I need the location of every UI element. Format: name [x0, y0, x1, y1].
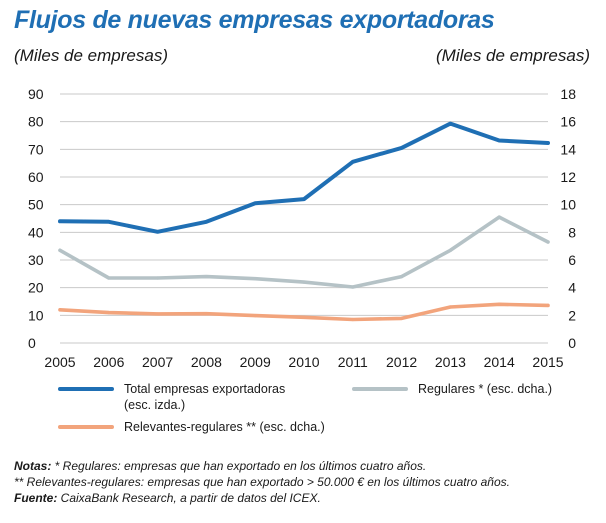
legend-swatch-regulares [352, 387, 408, 391]
data-point-relevantes [204, 312, 208, 316]
x-tick-label: 2010 [288, 354, 319, 370]
series-lines [58, 121, 550, 322]
right-tick-label: 0 [568, 335, 576, 351]
right-tick-label: 2 [568, 307, 576, 323]
x-tick-label: 2012 [386, 354, 417, 370]
right-tick-label: 16 [560, 114, 576, 130]
data-point-regulares [107, 276, 111, 280]
data-point-relevantes [156, 312, 160, 316]
legend-swatch-relevantes [58, 425, 114, 429]
data-point-total [156, 230, 160, 234]
line-chart: 0 10 20 30 40 50 60 70 80 90 0 2 4 6 8 10 12 14 16 18 2005… [28, 86, 576, 370]
data-point-total [253, 201, 257, 205]
data-point-regulares [400, 275, 404, 279]
right-tick-label: 14 [560, 141, 576, 157]
x-tick-label: 2015 [532, 354, 563, 370]
x-tick-label: 2005 [44, 354, 75, 370]
left-tick-label: 90 [28, 86, 44, 102]
data-point-total [302, 197, 306, 201]
left-tick-label: 60 [28, 169, 44, 185]
data-point-regulares [351, 285, 355, 289]
data-point-total [351, 160, 355, 164]
x-tick-label: 2013 [435, 354, 466, 370]
data-point-total [497, 138, 501, 143]
gridlines [60, 93, 548, 344]
left-tick-label: 40 [28, 224, 44, 240]
right-tick-label: 8 [568, 224, 576, 240]
data-point-relevantes [448, 305, 452, 309]
legend-label-total: Total empresas exportadoras (esc. izda.) [124, 382, 286, 412]
data-point-relevantes [351, 317, 355, 322]
legend-item-relevantes: Relevantes-regulares ** (esc. dcha.) [58, 419, 325, 435]
data-point-regulares [302, 280, 306, 284]
left-tick-label: 50 [28, 197, 44, 213]
chart-title: Flujos de nuevas empresas exportadoras [14, 6, 495, 34]
note-relevantes: ** Relevantes-regulares: empresas que ha… [14, 475, 510, 489]
source-label: Fuente: [14, 491, 58, 505]
x-tick-label: 2007 [142, 354, 173, 370]
left-tick-label: 0 [28, 335, 36, 351]
x-tick-label: 2014 [484, 354, 515, 370]
x-tick-label: 2006 [93, 354, 124, 370]
x-tick-label: 2011 [338, 354, 368, 370]
legend-item-regulares: Regulares * (esc. dcha.) [352, 381, 552, 397]
left-tick-label: 80 [28, 114, 44, 130]
data-point-regulares [58, 248, 62, 252]
data-point-relevantes [497, 302, 501, 306]
data-point-total [400, 146, 404, 150]
legend-label-relevantes: Relevantes-regulares ** (esc. dcha.) [124, 420, 325, 434]
legend-item-total: Total empresas exportadoras (esc. izda.) [58, 381, 285, 413]
data-point-total [107, 220, 111, 224]
series-line-total [58, 121, 550, 234]
source-line: Fuente: CaixaBank Research, a partir de … [14, 490, 598, 506]
right-tick-label: 4 [568, 280, 576, 296]
x-axis: 2005 2006 2007 2008 2009 2010 2011 2012 2013 2014… [44, 354, 563, 370]
data-point-relevantes [253, 314, 257, 318]
right-y-axis: 0 2 4 6 8 10 12 14 16 18 [560, 86, 576, 351]
right-tick-label: 10 [560, 197, 576, 213]
data-point-relevantes [546, 303, 550, 307]
left-tick-label: 10 [28, 307, 44, 323]
note-regulares-text: * Regulares: empresas que han exportado … [51, 459, 427, 473]
right-tick-label: 18 [560, 86, 576, 102]
left-tick-label: 20 [28, 280, 44, 296]
notes-block: Notas: * Regulares: empresas que han exp… [14, 458, 598, 506]
data-point-relevantes [58, 308, 62, 312]
data-point-regulares [546, 240, 550, 244]
left-axis-unit: (Miles de empresas) [14, 46, 168, 65]
x-tick-label: 2009 [240, 354, 271, 370]
data-point-regulares [156, 276, 160, 280]
x-tick-label: 2008 [191, 354, 222, 370]
notes-label: Notas: [14, 459, 52, 473]
legend-swatch-total [58, 387, 114, 391]
left-y-axis: 0 10 20 30 40 50 60 70 80 90 [28, 86, 44, 351]
data-point-regulares [204, 275, 208, 279]
data-point-regulares [448, 248, 452, 252]
data-point-relevantes [107, 310, 111, 315]
data-point-relevantes [400, 316, 404, 320]
note-regulares: Notas: * Regulares: empresas que han exp… [14, 458, 598, 474]
legend-label-regulares: Regulares * (esc. dcha.) [418, 382, 553, 396]
right-tick-label: 6 [568, 252, 576, 268]
right-axis-unit: (Miles de empresas) [436, 46, 590, 65]
data-point-total [546, 141, 550, 145]
data-point-total [448, 122, 452, 126]
data-point-total [204, 220, 208, 224]
source-text: CaixaBank Research, a partir de datos de… [57, 491, 321, 505]
data-point-total [58, 219, 62, 223]
right-tick-label: 12 [560, 169, 576, 185]
left-tick-label: 30 [28, 252, 44, 268]
left-tick-label: 70 [28, 141, 44, 157]
data-point-relevantes [302, 315, 306, 319]
data-point-regulares [497, 215, 501, 219]
data-point-regulares [253, 277, 257, 281]
